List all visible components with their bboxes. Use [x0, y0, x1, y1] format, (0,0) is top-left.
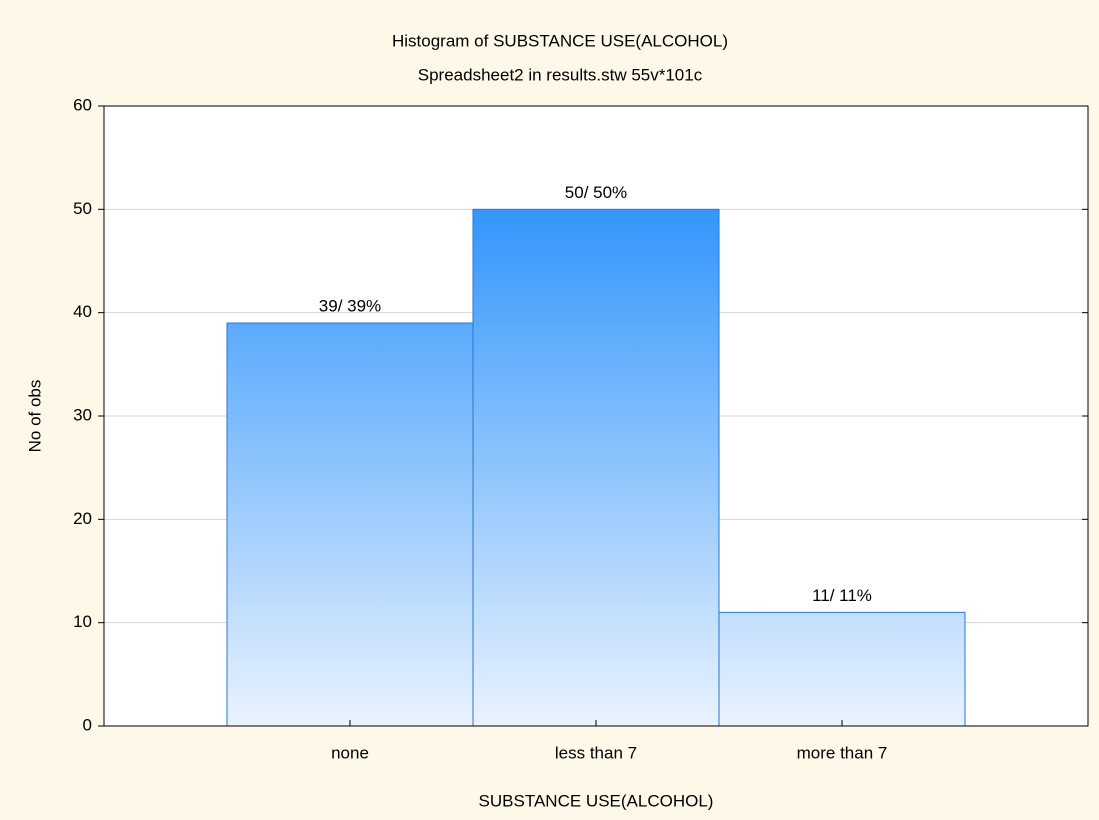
x-tick-label: none [331, 743, 369, 762]
y-tick-label: 30 [73, 405, 92, 424]
bar [472, 208, 720, 727]
y-tick-label: 20 [73, 509, 92, 528]
y-tick-label: 40 [73, 302, 92, 321]
chart-subtitle: Spreadsheet2 in results.stw 55v*101c [418, 65, 703, 84]
y-tick-label: 60 [73, 95, 92, 114]
data-label: 11/ 11% [812, 586, 872, 605]
chart-title: Histogram of SUBSTANCE USE(ALCOHOL) [392, 31, 728, 50]
y-tick-label: 10 [73, 612, 92, 631]
bar [226, 322, 474, 727]
x-tick-label: more than 7 [797, 743, 888, 762]
y-tick-label: 0 [83, 715, 92, 734]
x-axis-label: SUBSTANCE USE(ALCOHOL) [479, 791, 714, 810]
data-label: 50/ 50% [565, 183, 627, 202]
bar [718, 611, 966, 727]
y-tick-label: 50 [73, 199, 92, 218]
plot-frame [103, 105, 1089, 727]
data-label: 39/ 39% [319, 296, 381, 315]
x-tick-label: less than 7 [555, 743, 637, 762]
y-axis-label: No of obs [25, 380, 44, 453]
